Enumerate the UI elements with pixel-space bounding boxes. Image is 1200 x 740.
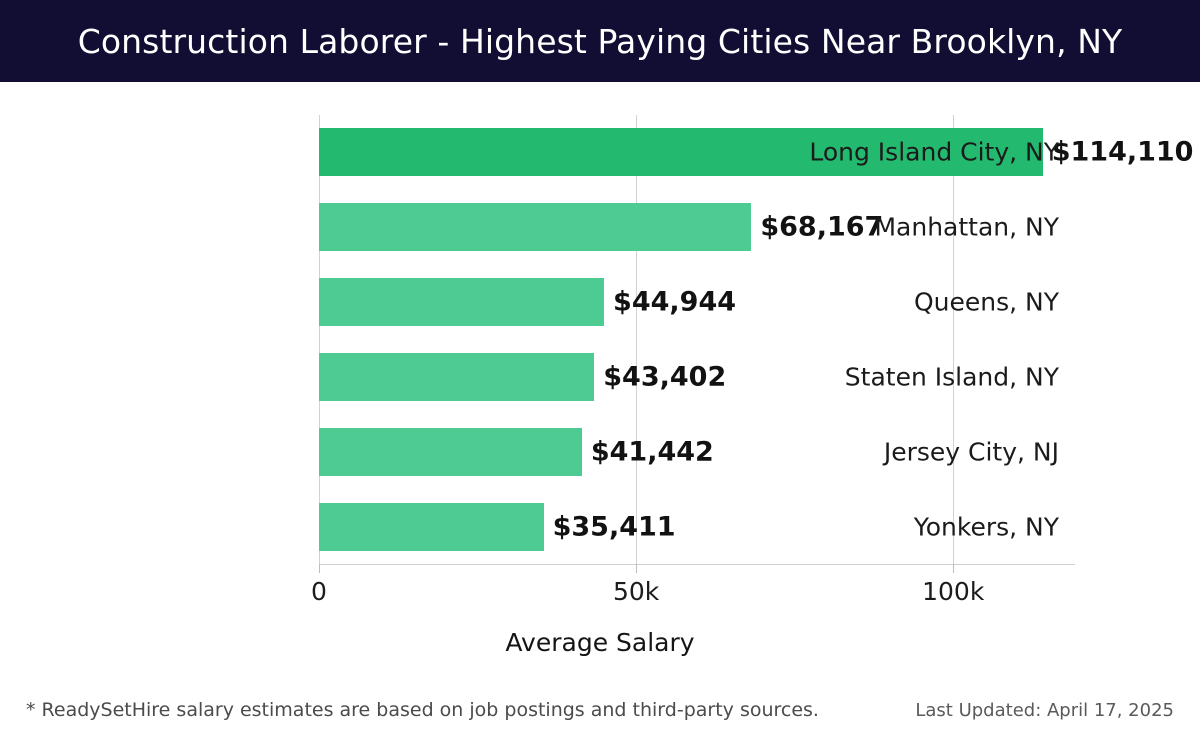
bar[interactable] (319, 502, 544, 551)
category-label: Queens, NY (913, 287, 1059, 317)
bar-row: $41,442 Jersey City, NJ (319, 427, 1075, 476)
bar-value-label: $44,944 (613, 286, 737, 318)
footer-last-updated: Last Updated: April 17, 2025 (915, 700, 1174, 721)
x-gridline (636, 115, 638, 564)
bar[interactable] (319, 427, 582, 476)
header-band (0, 0, 1200, 82)
chart-area: 0 50k 100k $114,110 Long Island City, NY $68,… (0, 82, 1200, 674)
bar[interactable] (319, 203, 752, 252)
bar-value-label: $41,442 (590, 436, 714, 468)
bar-value-label: $68,167 (760, 211, 884, 243)
category-label: Long Island City, NY (809, 137, 1059, 167)
x-tick-mark (319, 564, 320, 573)
x-axis-line (319, 564, 1075, 565)
x-gridline (953, 115, 955, 564)
x-tick-mark (636, 564, 638, 573)
bar-row: $43,402 Staten Island, NY (319, 352, 1075, 401)
bar[interactable] (319, 278, 605, 327)
x-tick-label: 100k (922, 577, 985, 606)
bar-row: $44,944 Queens, NY (319, 278, 1075, 327)
bar-row: $68,167 Manhattan, NY (319, 203, 1075, 252)
bar-row: $35,411 Yonkers, NY (319, 502, 1075, 551)
category-label: Jersey City, NJ (883, 437, 1059, 467)
category-label: Yonkers, NY (913, 512, 1059, 542)
x-axis-title: Average Salary (505, 628, 695, 657)
x-tick-label: 0 (311, 577, 327, 606)
footer-disclaimer: * ReadySetHire salary estimates are base… (26, 699, 819, 721)
bar[interactable] (319, 352, 595, 401)
plot-area: 0 50k 100k $114,110 Long Island City, NY $68,… (311, 115, 1193, 606)
bar-value-label: $35,411 (552, 511, 676, 543)
page-title: Construction Laborer - Highest Paying Ci… (77, 21, 1123, 61)
category-label: Manhattan, NY (874, 212, 1059, 242)
bar-value-label: $43,402 (603, 361, 727, 393)
x-gridline (319, 115, 320, 564)
bar-value-label: $114,110 (1051, 136, 1194, 168)
category-label: Staten Island, NY (844, 362, 1059, 392)
bar-row: $114,110 Long Island City, NY (319, 128, 1193, 177)
bar[interactable] (319, 128, 1043, 177)
x-tick-label: 50k (612, 577, 660, 606)
x-tick-mark (953, 564, 955, 573)
